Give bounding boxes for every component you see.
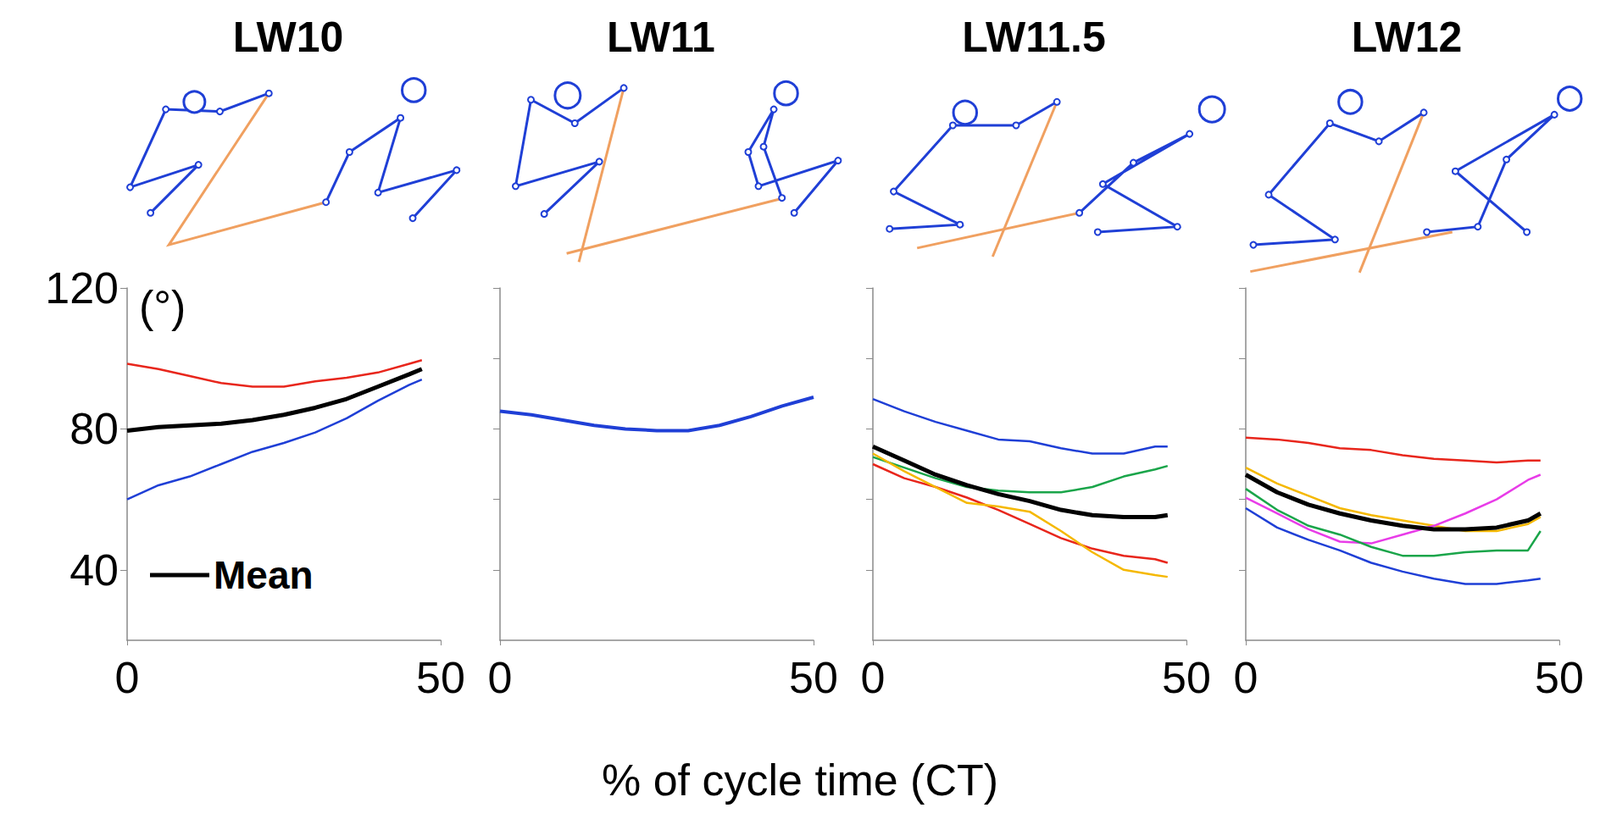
svg-text:Mean: Mean xyxy=(213,553,314,598)
svg-text:50: 50 xyxy=(1161,653,1212,703)
svg-text:50: 50 xyxy=(1534,653,1584,703)
svg-text:0: 0 xyxy=(115,653,140,703)
svg-text:0: 0 xyxy=(861,653,886,703)
svg-text:LW11.5: LW11.5 xyxy=(961,13,1106,62)
svg-text:(°): (°) xyxy=(138,282,186,332)
svg-text:LW12: LW12 xyxy=(1351,13,1463,62)
svg-text:LW11: LW11 xyxy=(606,13,716,62)
svg-text:80: 80 xyxy=(69,404,119,454)
svg-text:0: 0 xyxy=(488,653,513,703)
svg-text:LW10: LW10 xyxy=(233,13,345,62)
svg-text:0: 0 xyxy=(1233,653,1259,703)
svg-text:% of cycle time (CT): % of cycle time (CT) xyxy=(601,755,999,806)
svg-text:50: 50 xyxy=(416,653,466,703)
svg-text:50: 50 xyxy=(788,653,839,703)
svg-text:40: 40 xyxy=(69,545,119,595)
svg-text:120: 120 xyxy=(44,263,119,313)
